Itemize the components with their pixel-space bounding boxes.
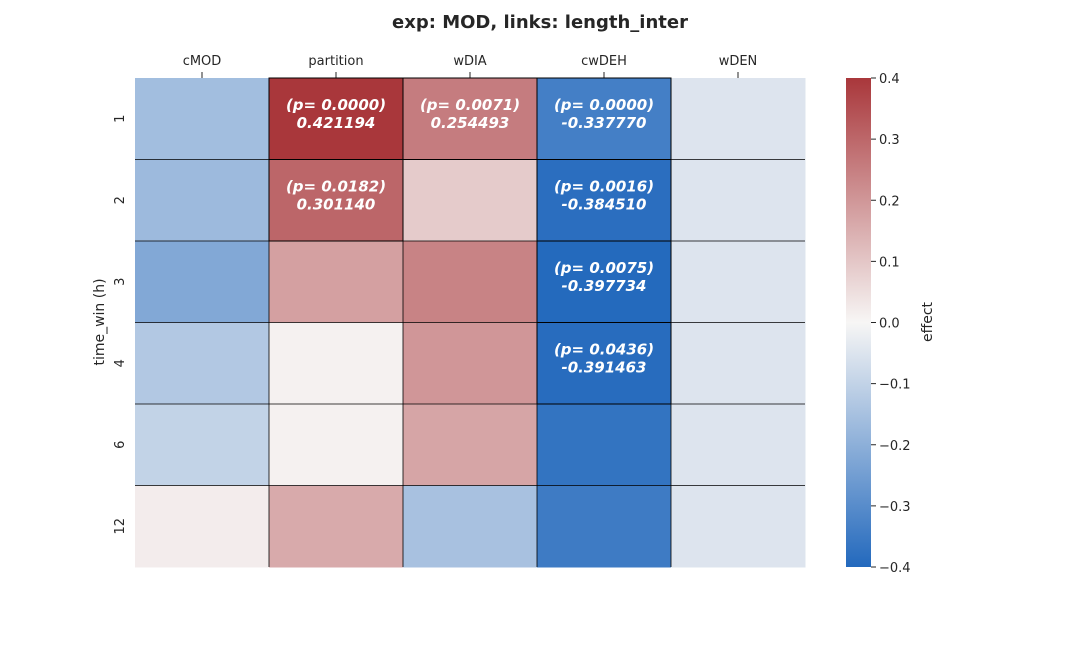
cell-annotation: (p= 0.0075) -0.397734	[554, 259, 654, 295]
heatmap-cell	[537, 404, 672, 486]
heatmap-cell	[537, 485, 672, 568]
row-label: 12	[113, 518, 128, 535]
row-label: 1	[113, 115, 128, 123]
heatmap-cell	[671, 241, 806, 323]
heatmap-cell	[671, 78, 806, 160]
column-label: wDEN	[719, 54, 758, 69]
heatmap-cell	[269, 404, 404, 486]
highlighted-cell-border	[268, 159, 404, 242]
y-axis-label: time_win (h)	[92, 278, 108, 365]
heatmap-cell	[537, 322, 672, 405]
cell-annotations: (p= 0.0000) 0.421194 (p= 0.0071) 0.254493 (p…	[268, 77, 672, 405]
cell-annotation: (p= 0.0000) -0.337770	[554, 96, 654, 132]
colorbar-tick-label: 0.1	[879, 255, 900, 270]
heatmap-cell	[269, 159, 404, 242]
cell-annotation: (p= 0.0016) -0.384510	[554, 177, 654, 213]
heatmap-cell	[537, 241, 672, 323]
column-label: wDIA	[453, 54, 486, 69]
colorbar-tick-label: −0.2	[879, 439, 911, 454]
colorbar	[846, 78, 871, 567]
heatmap-cell	[403, 322, 538, 405]
column-label: partition	[308, 54, 363, 69]
heatmap-cell	[403, 485, 538, 568]
colorbar-tick-label: −0.4	[879, 561, 911, 576]
chart-title: exp: MOD, links: length_inter	[392, 12, 688, 33]
column-label: cwDEH	[581, 54, 627, 69]
colorbar-label: effect	[920, 301, 936, 342]
heatmap-cell	[269, 322, 404, 405]
heatmap-cell	[403, 159, 538, 242]
cell-annotation: (p= 0.0436) -0.391463	[554, 340, 654, 376]
heatmap-cell	[269, 485, 404, 568]
colorbar-tick-label: 0.4	[879, 72, 900, 87]
heatmap-cell	[269, 241, 404, 323]
heatmap-cell	[135, 241, 270, 323]
heatmap-cell	[537, 78, 672, 160]
heatmap-cell	[269, 78, 404, 160]
colorbar-tick-label: −0.3	[879, 500, 911, 515]
column-label: cMOD	[183, 54, 222, 69]
heatmap-cell	[671, 159, 806, 242]
heatmap-cell	[403, 404, 538, 486]
heatmap-cells	[135, 78, 806, 568]
heatmap-cell	[135, 485, 270, 568]
colorbar-tick-label: −0.1	[879, 378, 911, 393]
heatmap-cell	[671, 485, 806, 568]
row-label: 6	[113, 441, 128, 449]
colorbar-ticks: 0.4 0.3 0.2 0.1 0.0 −0.1 −0.2 −0.3 −0.4	[871, 72, 911, 576]
highlighted-cell-border	[536, 322, 672, 405]
heatmap-cell	[403, 241, 538, 323]
colorbar-tick-label: 0.2	[879, 194, 900, 209]
heatmap-cell	[671, 404, 806, 486]
heatmap-cell	[537, 159, 672, 242]
row-label: 4	[113, 359, 128, 367]
heatmap-cell	[403, 78, 538, 160]
heatmap-cell	[671, 322, 806, 405]
row-label: 2	[113, 196, 128, 204]
cell-annotation: (p= 0.0000) 0.421194	[286, 96, 386, 132]
row-label: 3	[113, 278, 128, 286]
heatmap-cell	[135, 404, 270, 486]
colorbar-tick-label: 0.3	[879, 133, 900, 148]
heatmap-cell	[135, 322, 270, 405]
heatmap-cell	[135, 78, 270, 160]
heatmap-cell	[135, 159, 270, 242]
cell-annotation: (p= 0.0071) 0.254493	[420, 96, 520, 132]
cell-annotation: (p= 0.0182) 0.301140	[286, 177, 386, 213]
column-labels: cMOD partition wDIA cwDEH wDEN	[183, 54, 758, 78]
colorbar-tick-label: 0.0	[879, 317, 900, 332]
